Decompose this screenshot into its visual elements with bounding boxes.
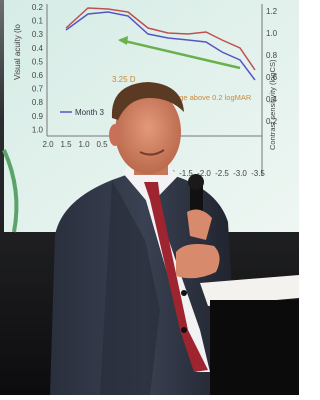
- left-tick-label: 0.2: [32, 3, 44, 12]
- left-tick-label: 1.0: [32, 125, 44, 134]
- annotation-text: age above 0.2 logMAR: [175, 93, 252, 102]
- left-tick-label: 0.4: [32, 44, 44, 53]
- right-tick-label: 0.2: [266, 117, 278, 126]
- photo: Month 3 3.25 D age above 0.2 logMAR Visu…: [0, 0, 299, 395]
- right-tick-label: 0.8: [266, 51, 278, 60]
- x-tick-label: 1.0: [78, 140, 90, 149]
- button: [181, 327, 187, 333]
- left-tick-label: 0.5: [32, 57, 44, 66]
- left-tick-label: 0.6: [32, 71, 44, 80]
- right-tick-label: 1.2: [266, 7, 278, 16]
- left-tick-label: 0.9: [32, 112, 44, 121]
- annotation-value: 3.25 D: [112, 75, 136, 84]
- podium: [210, 300, 299, 395]
- button: [181, 290, 187, 296]
- x-tick-label: 2.0: [42, 140, 54, 149]
- right-tick-label: 0.6: [266, 73, 278, 82]
- left-axis-label: Visual acuity (lo: [13, 24, 22, 80]
- x-tick-label: -2.5: [215, 169, 229, 178]
- left-tick-label: 0.8: [32, 98, 44, 107]
- right-tick-label: 1.0: [266, 29, 278, 38]
- x-tick-label: 1.5: [60, 140, 72, 149]
- microphone-head: [188, 174, 204, 190]
- ear: [109, 124, 121, 146]
- left-tick-label: 0.1: [32, 17, 44, 26]
- left-tick-label: 0.3: [32, 30, 44, 39]
- x-tick-label: 0.5: [96, 140, 108, 149]
- x-tick-label: -3.0: [233, 169, 247, 178]
- left-tick-label: 0.7: [32, 85, 44, 94]
- right-tick-label: 0.4: [266, 95, 278, 104]
- x-tick-label: -3.5: [251, 169, 265, 178]
- hand: [176, 244, 220, 278]
- legend-label: Month 3: [75, 108, 104, 117]
